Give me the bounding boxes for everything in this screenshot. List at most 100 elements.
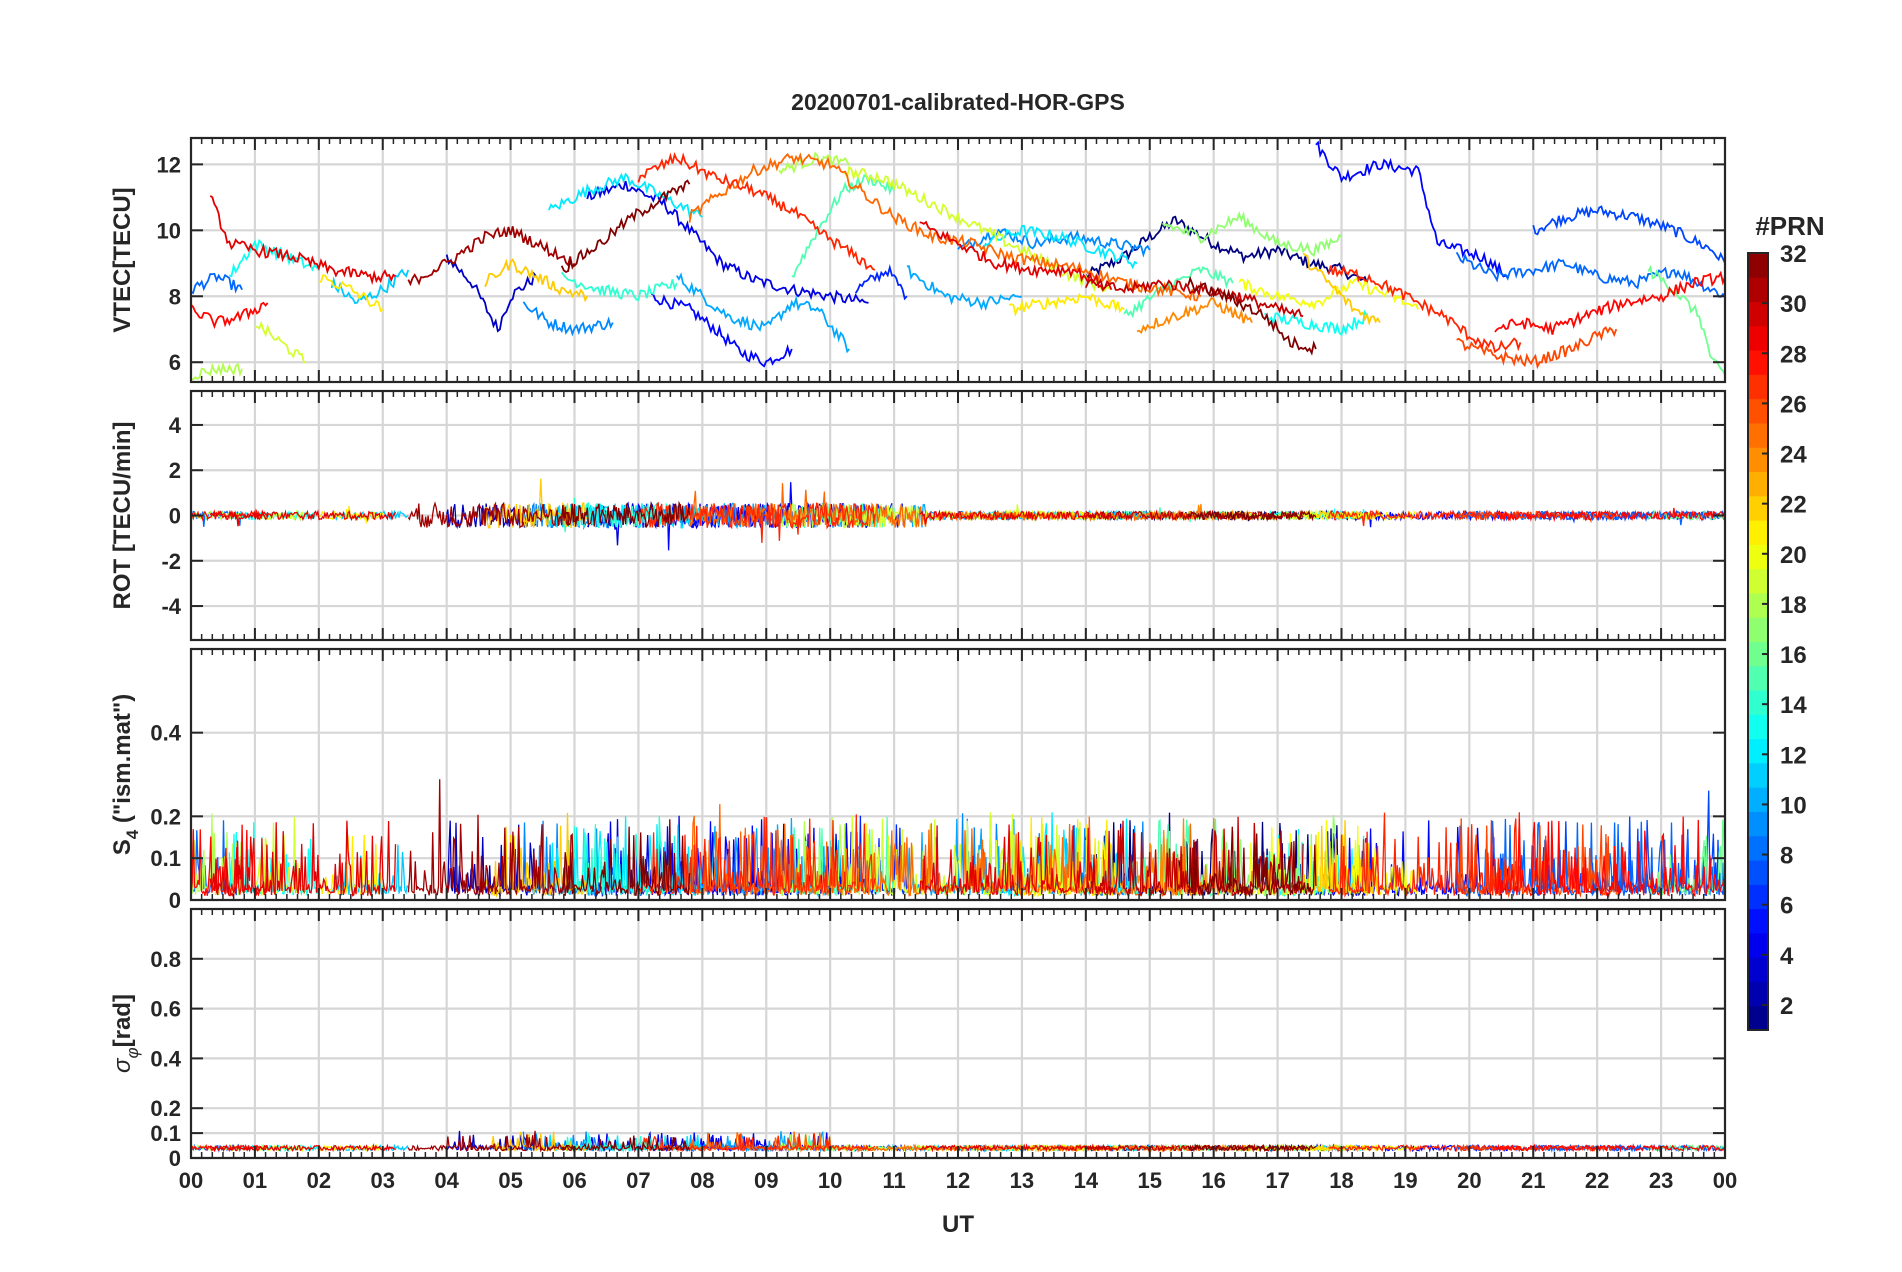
colorbar-swatch xyxy=(1748,422,1768,448)
series-line-prn-5 xyxy=(1315,140,1509,278)
panel-series xyxy=(191,478,1725,551)
colorbar-tick-label: 8 xyxy=(1780,843,1793,870)
x-axis-label: UT xyxy=(942,1211,974,1238)
series-line-prn-16 xyxy=(1647,264,1725,376)
series-line-prn-13 xyxy=(228,238,320,278)
series-line-prn-29 xyxy=(919,824,1113,896)
panel-rot: -4 -2 0 2 4 ROT [TECU/min] xyxy=(109,389,1727,642)
series-line-prn-27 xyxy=(1328,1143,1522,1153)
series-line-prn-27 xyxy=(637,501,876,543)
colorbar-swatch xyxy=(1748,325,1768,351)
panel-sigma: 00.10.2 0.4 0.6 0.8 σφ[rad] 00 01 02 03 04 05 06 07 0… xyxy=(109,907,1737,1193)
series-line-prn-28 xyxy=(191,301,269,330)
colorbar-swatch xyxy=(1748,641,1768,667)
y-tick-label: -2 xyxy=(161,549,181,574)
y-label-main: σ xyxy=(109,1057,136,1073)
colorbar-swatch xyxy=(1748,811,1768,837)
series-line-prn-29 xyxy=(919,509,1113,525)
series-line-prn-22 xyxy=(1302,820,1381,896)
y-tick-label: 0 xyxy=(169,1146,181,1171)
y-tick-label: 4 xyxy=(169,413,182,438)
series-line-prn-15 xyxy=(1123,266,1234,319)
chart-title: 20200701-calibrated-HOR-GPS xyxy=(791,89,1125,115)
colorbar-swatch xyxy=(1748,787,1768,812)
series-line-prn-26 xyxy=(1456,509,1617,524)
series-line-prn-27 xyxy=(1328,509,1522,526)
series-line-prn-10 xyxy=(676,272,850,354)
x-tick-label: 23 xyxy=(1649,1168,1673,1193)
x-tick-label: 05 xyxy=(498,1168,522,1193)
colorbar-tick-label: 16 xyxy=(1780,642,1807,669)
panel-series xyxy=(191,1130,1725,1154)
series-line-prn-21 xyxy=(318,834,384,898)
colorbar-swatch xyxy=(1748,253,1768,278)
series-line-prn-29 xyxy=(919,1143,1113,1153)
colorbar-swatch xyxy=(1748,835,1768,861)
series-line-prn-8 xyxy=(191,272,243,295)
series-line-prn-3 xyxy=(445,254,537,333)
colorbar-tick-label: 18 xyxy=(1780,592,1807,619)
series-line-prn-31 xyxy=(407,501,576,529)
y-tick-label: 0.2 xyxy=(150,804,181,829)
x-tick-label: 17 xyxy=(1265,1168,1289,1193)
series-line-prn-29 xyxy=(209,1143,396,1153)
series-line-prn-32 xyxy=(1187,1143,1317,1153)
series-line-prn-13 xyxy=(1264,309,1368,337)
colorbar-tick-label: 14 xyxy=(1780,692,1807,719)
series-line-prn-18 xyxy=(778,151,850,175)
series-line-prn-32 xyxy=(1187,275,1317,356)
series-line-prn-32 xyxy=(1187,826,1317,898)
x-tick-label: 01 xyxy=(243,1168,267,1193)
series-line-prn-21 xyxy=(1008,292,1125,317)
series-line-prn-1 xyxy=(1085,215,1368,284)
series-line-prn-28 xyxy=(191,1143,269,1153)
x-tick-label: 22 xyxy=(1585,1168,1609,1193)
series-line-prn-29 xyxy=(209,820,397,898)
colorbar-box xyxy=(1747,252,1769,1031)
x-tick-label: 15 xyxy=(1138,1168,1162,1193)
colorbar-swatch xyxy=(1748,714,1768,740)
x-tick-label: 06 xyxy=(562,1168,586,1193)
series-line-prn-10 xyxy=(906,265,1023,312)
series-line-prn-31 xyxy=(407,1130,576,1153)
series-line-prn-14 xyxy=(560,271,678,302)
series-line-prn-22 xyxy=(484,258,589,303)
series-line-prn-24 xyxy=(1136,296,1253,334)
colorbar-swatch xyxy=(1748,762,1768,788)
series-line-prn-29 xyxy=(209,509,397,527)
colorbar-tick-label: 4 xyxy=(1780,943,1794,970)
colorbar-swatch xyxy=(1748,520,1768,545)
series-line-prn-17 xyxy=(1161,210,1343,258)
colorbar-swatch xyxy=(1748,908,1768,934)
y-tick-label: 0.1 xyxy=(150,846,181,871)
y-tick-label: 0.6 xyxy=(150,997,181,1022)
series-line-prn-30 xyxy=(1084,277,1304,319)
colorbar-swatch xyxy=(1748,690,1768,715)
series-line-prn-32 xyxy=(560,179,691,274)
y-tick-label: 0.4 xyxy=(150,721,181,746)
colorbar-tick-label: 26 xyxy=(1780,391,1807,418)
series-line-prn-29 xyxy=(919,220,1113,292)
x-tick-label: 11 xyxy=(882,1168,905,1193)
series-line-prn-5 xyxy=(650,293,793,368)
series-line-prn-27 xyxy=(1327,264,1522,354)
colorbar-swatch xyxy=(1748,471,1768,497)
series-line-prn-21 xyxy=(318,274,384,313)
colorbar-tick-label: 12 xyxy=(1780,742,1807,769)
y-tick-label: 8 xyxy=(169,284,181,309)
colorbar-tick-label: 6 xyxy=(1780,893,1793,920)
series-line-prn-25 xyxy=(688,152,1202,302)
panel-s4: 0 0.1 0.2 0.4 S4 ("ism.mat") xyxy=(109,647,1727,913)
colorbar-label: #PRN xyxy=(1755,211,1824,241)
colorbar-swatch xyxy=(1748,495,1768,521)
colorbar-swatch xyxy=(1748,738,1768,764)
x-tick-label: 10 xyxy=(818,1168,842,1193)
x-tick-label: 07 xyxy=(626,1168,650,1193)
y-tick-label: 0.1 xyxy=(150,1121,181,1146)
x-tick-label: 04 xyxy=(434,1168,459,1193)
y-tick-label: 0.8 xyxy=(150,947,181,972)
series-line-prn-15 xyxy=(791,174,895,278)
colorbar-swatch xyxy=(1748,592,1768,618)
